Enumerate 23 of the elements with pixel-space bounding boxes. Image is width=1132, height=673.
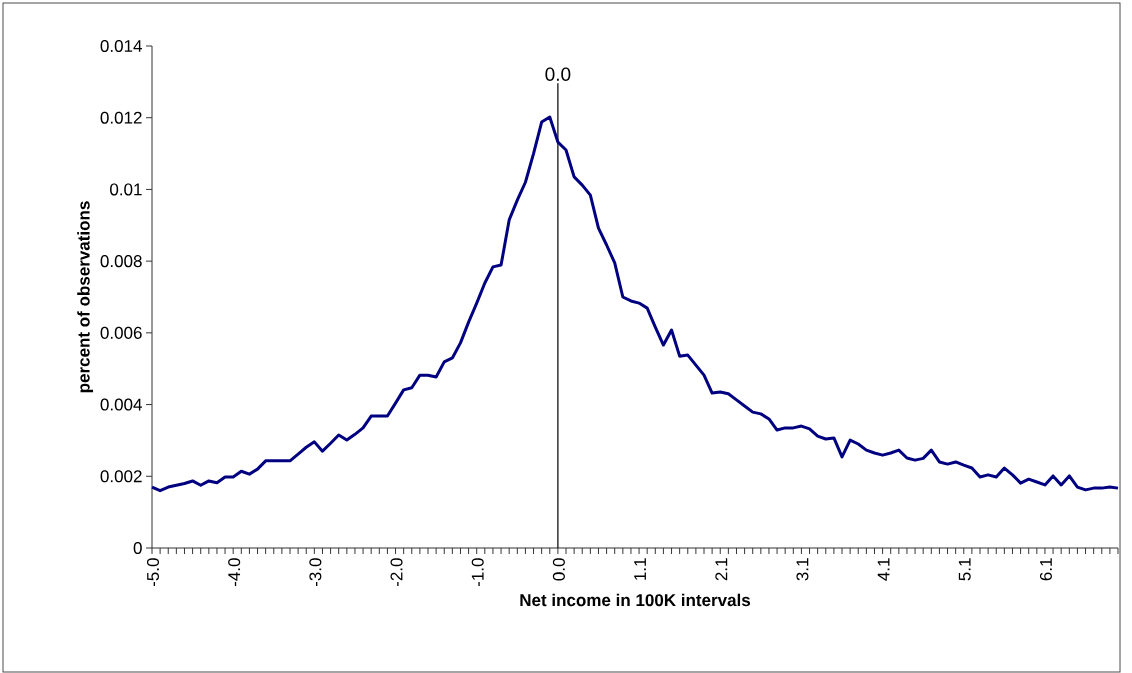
y-tick-label: 0.008 xyxy=(100,255,142,268)
x-tick-label: 2.1 xyxy=(715,558,728,581)
y-tick-label: 0.002 xyxy=(100,470,142,483)
x-tick-label: -5.0 xyxy=(146,558,160,587)
x-tick-label: -3.0 xyxy=(309,558,322,587)
y-tick-label: 0.004 xyxy=(100,398,142,411)
x-tick-label: -1.0 xyxy=(471,558,484,587)
y-tick-label: 0.014 xyxy=(100,39,142,53)
x-tick-label: 6.1 xyxy=(1039,558,1052,581)
x-tick-label: 0.0 xyxy=(552,558,565,581)
x-tick-label: 4.1 xyxy=(877,558,890,581)
y-tick-label: 0.012 xyxy=(100,111,142,124)
x-tick-label: 1.1 xyxy=(634,558,646,580)
x-tick-label: 5.1 xyxy=(958,558,971,581)
y-axis-title: percent of observations xyxy=(77,201,94,393)
x-tick-label: 3.1 xyxy=(796,558,809,581)
ref-line-label: 0.0 xyxy=(545,67,571,81)
y-tick-label: 0.006 xyxy=(100,326,142,339)
y-tick-label: 0 xyxy=(133,541,142,555)
x-axis-title: Net income in 100K intervals xyxy=(520,593,751,607)
x-tick-label: -2.0 xyxy=(390,558,403,587)
y-tick-label: 0.01 xyxy=(110,183,142,196)
x-tick-label: -4.0 xyxy=(228,558,241,587)
